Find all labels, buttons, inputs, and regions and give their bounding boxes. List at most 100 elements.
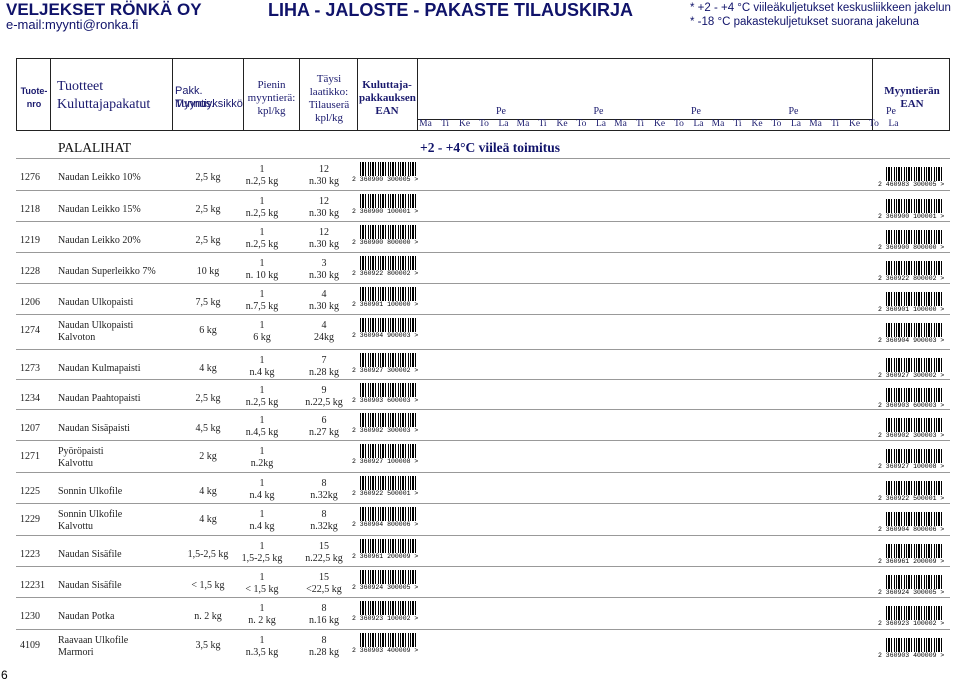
barcode-digits: 2 360901 100000 > [352,301,419,308]
table-row-divider [16,379,950,380]
barcode-bars-icon [886,261,942,275]
barcode-bars-icon [360,225,416,239]
barcode-bars-icon [360,353,416,367]
min-qty-count: 1 [259,415,265,426]
barcode-digits: 2 360904 900003 > [352,332,419,339]
product-number: 12231 [20,580,45,591]
full-box-weight: n.27 kg [309,427,339,438]
barcode-bars-icon [886,575,942,589]
header-myyntiyksikko: Myyntiyksikkö [175,98,243,110]
min-qty-weight: n.4 kg [249,490,275,501]
barcode-digits: 2 360927 300002 > [352,367,419,374]
barcode-digits: 2 360900 100001 > [878,213,945,220]
min-qty-weight: n.2,5 kg [245,176,279,187]
consumer-ean-barcode: 2 360927 300002 > [352,353,424,375]
sales-unit: < 1,5 kg [191,580,225,591]
sales-lot-ean-barcode: 2 360900 100001 > [878,199,950,221]
product-number: 1219 [20,235,40,246]
full-box-count: 8 [321,603,327,614]
day-label: Ma [809,119,822,129]
min-qty-count: 1 [259,541,265,552]
barcode-bars-icon [360,601,416,615]
barcode-digits: 2 360927 300002 > [878,372,945,379]
min-qty-weight: n. 10 kg [245,270,279,281]
barcode-digits: 2 360927 100008 > [352,458,419,465]
barcode-bars-icon [886,544,942,558]
product-name: Naudan Ulkopaisti [58,297,134,308]
day-label: La [790,119,802,129]
sales-unit: 4 kg [199,514,217,525]
consumer-ean-barcode: 2 360923 100002 > [352,601,424,623]
barcode-bars-icon [360,570,416,584]
header-taysi: Täysi laatikko: Tilauserä kpl/kg [308,73,350,124]
min-qty-weight: 6 kg [253,332,271,343]
min-qty-count: 1 [259,258,265,269]
barcode-digits: 2 360922 500001 > [352,490,419,497]
company-name: VELJEKSET RÖNKÄ OY [6,0,202,19]
sales-lot-ean-barcode: 2 460983 300005 > [878,167,950,189]
barcode-bars-icon [886,512,942,526]
full-box-count: 8 [321,478,327,489]
product-number: 1206 [20,297,40,308]
product-name: Raavaan Ulkofile [58,635,129,646]
product-name: Kalvottu [58,521,93,532]
product-number: 4109 [20,640,40,651]
table-header: Tuote- nro Tuotteet Kuluttajapakatut Pak… [16,58,950,131]
full-box-count: 12 [319,227,329,238]
document-title: LIHA - JALOSTE - PAKASTE TILAUSKIRJA [268,0,634,20]
note-cool-transport: * +2 - +4 °C viileäkuljetukset keskuslii… [690,2,951,14]
table-row-divider [16,190,950,191]
barcode-bars-icon [360,539,416,553]
full-box-count: 7 [321,355,327,366]
day-label: Ti [733,119,742,129]
sales-unit: 4 kg [199,486,217,497]
sales-lot-ean-barcode: 2 360922 500001 > [878,481,950,503]
full-box-weight: n.30 kg [309,176,339,187]
min-qty-weight: n.4 kg [249,521,275,532]
full-box-count: 6 [321,415,327,426]
day-label: Ma [614,119,627,129]
min-qty-weight: n.2,5 kg [245,208,279,219]
product-name: Naudan Leikko 20% [58,235,141,246]
product-name: Naudan Sisäfile [58,549,122,560]
barcode-digits: 2 360961 200009 > [352,553,419,560]
product-name: Naudan Potka [58,611,115,622]
day-label: La [595,119,607,129]
header-tuotenro: Tuote- nro [20,86,48,109]
barcode-bars-icon [886,638,942,652]
full-box-count: 3 [321,258,327,269]
week-pe-label: Pe [593,106,604,117]
consumer-ean-barcode: 2 360922 500001 > [352,476,424,498]
min-qty-count: 1 [259,164,265,175]
full-box-weight: n.16 kg [309,615,339,626]
table-row-divider [16,283,950,284]
min-qty-weight: n. 2 kg [248,615,276,626]
full-box-count: 4 [321,320,327,331]
product-number: 1225 [20,486,40,497]
min-qty-weight: n.7,5 kg [245,301,279,312]
min-qty-count: 1 [259,289,265,300]
cold-chain-label: +2 - +4°C viileä toimitus [420,140,561,155]
barcode-bars-icon [886,418,942,432]
min-qty-weight: n.2,5 kg [245,397,279,408]
product-name: Naudan Paahtopaisti [58,393,141,404]
sales-unit: 4 kg [199,363,217,374]
day-label: La [888,119,899,129]
table-row-divider [16,221,950,222]
barcode-digits: 2 360922 500001 > [878,495,945,502]
full-box-weight: n.30 kg [309,270,339,281]
barcode-digits: 2 360900 100001 > [352,208,419,215]
product-name: Sonnin Ulkofile [58,486,123,497]
product-name: Naudan Ulkopaisti [58,320,134,331]
header-pakk: Pakk. Tunnus. [175,85,215,110]
table-row-divider [16,252,950,253]
barcode-bars-icon [886,358,942,372]
barcode-digits: 2 360922 800002 > [878,275,945,282]
section-title: PALALIHAT [58,140,132,155]
sales-unit: 4,5 kg [195,423,221,434]
product-name: Marmori [58,647,94,658]
full-box-weight: n.32kg [310,521,338,532]
barcode-digits: 2 360904 900003 > [878,337,945,344]
full-box-weight: n.32kg [310,490,338,501]
day-label: Ti [830,119,840,129]
